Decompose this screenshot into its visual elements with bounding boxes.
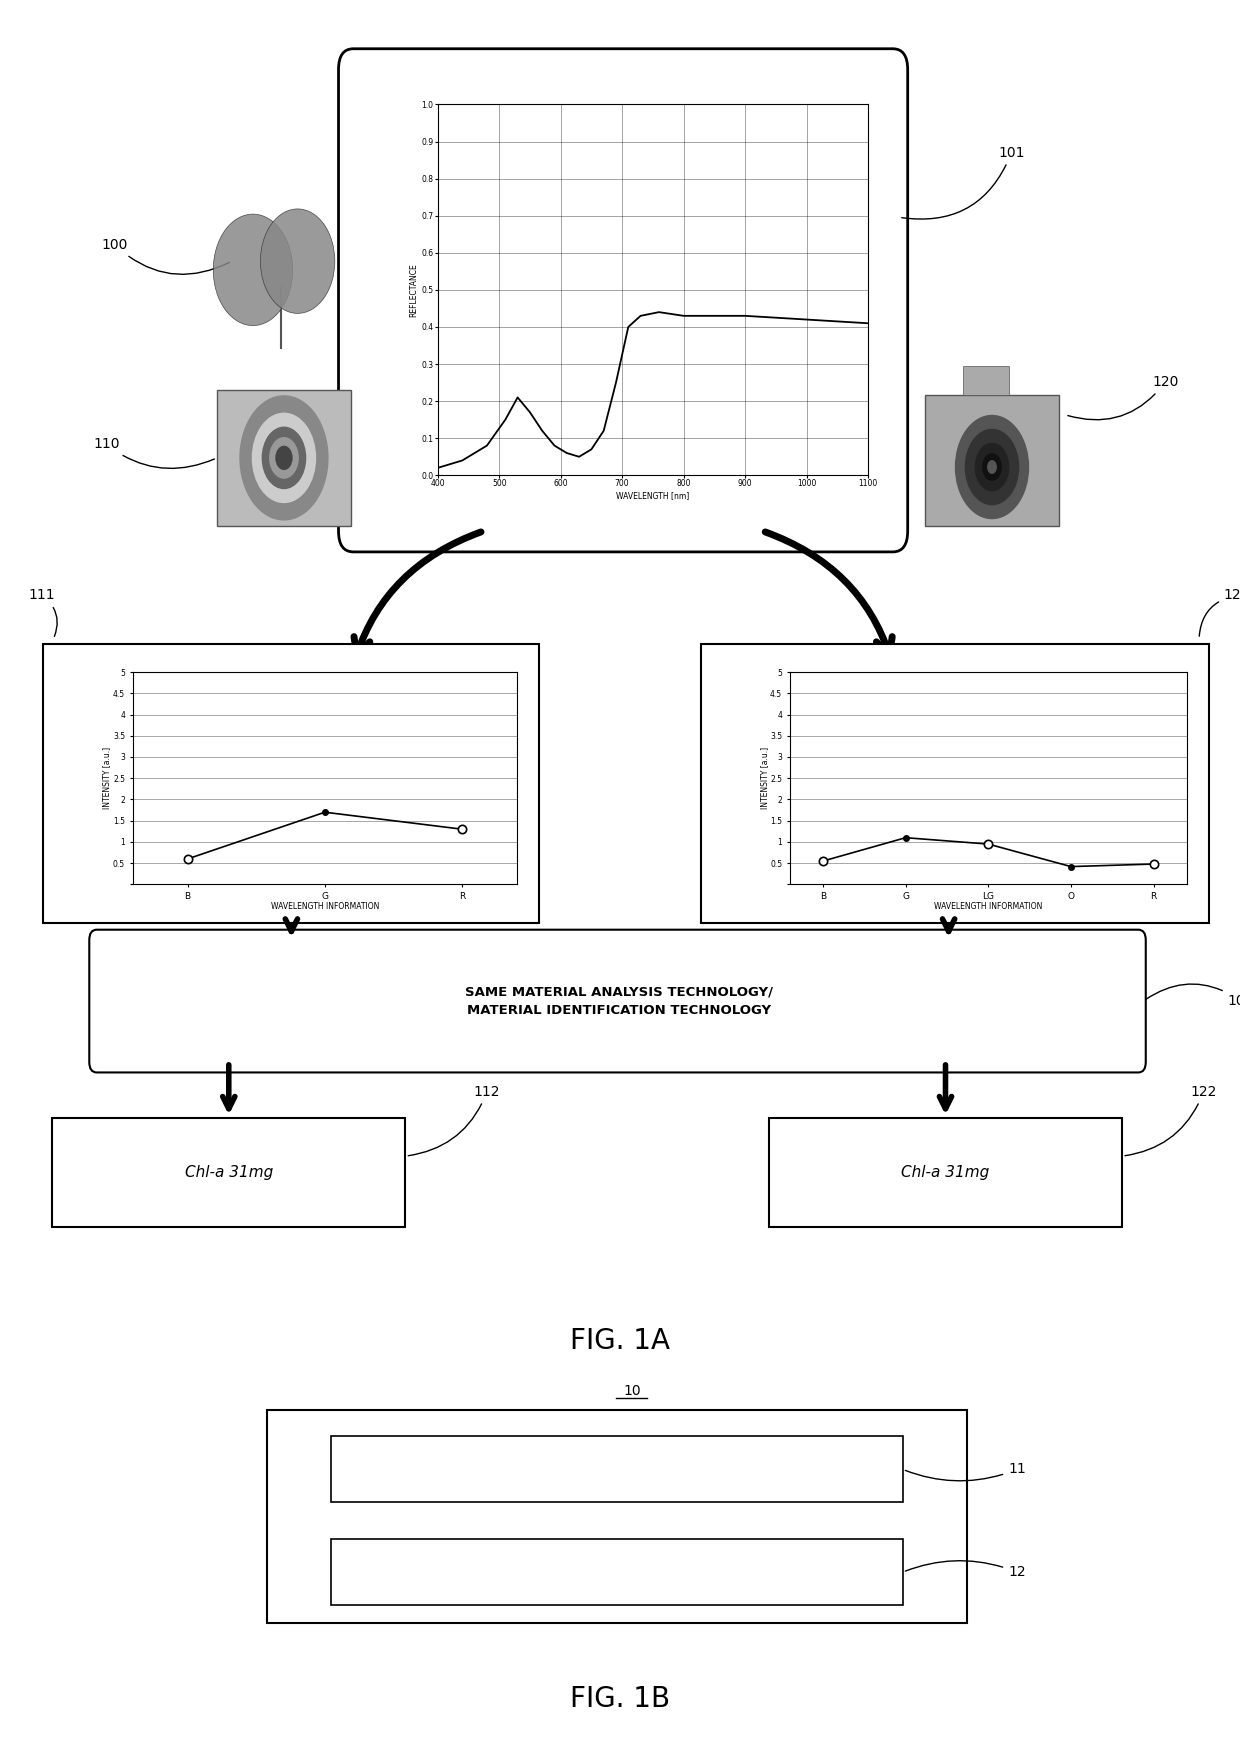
- Circle shape: [213, 214, 293, 326]
- Text: 100: 100: [102, 239, 229, 275]
- Y-axis label: INTENSITY [a.u.]: INTENSITY [a.u.]: [760, 747, 769, 810]
- Text: 102: 102: [1146, 984, 1240, 1008]
- X-axis label: WAVELENGTH INFORMATION: WAVELENGTH INFORMATION: [270, 902, 379, 912]
- Text: Chl-a 31mg: Chl-a 31mg: [901, 1165, 990, 1180]
- Text: 11: 11: [905, 1462, 1025, 1482]
- Text: ESTIMATOR: ESTIMATOR: [582, 1462, 652, 1476]
- Text: Chl-a 31mg: Chl-a 31mg: [185, 1165, 273, 1180]
- Text: PROCESSOR: PROCESSOR: [578, 1565, 656, 1579]
- X-axis label: WAVELENGTH INFORMATION: WAVELENGTH INFORMATION: [934, 902, 1043, 912]
- Circle shape: [975, 442, 1009, 491]
- Text: 110: 110: [93, 437, 215, 468]
- Y-axis label: INTENSITY [a.u.]: INTENSITY [a.u.]: [103, 747, 112, 810]
- Bar: [267, 1410, 967, 1623]
- Bar: [43, 644, 539, 923]
- Text: 10: 10: [624, 1384, 641, 1398]
- FancyBboxPatch shape: [925, 395, 1059, 526]
- FancyBboxPatch shape: [89, 930, 1146, 1072]
- Bar: [331, 1436, 903, 1502]
- Circle shape: [260, 209, 335, 313]
- Circle shape: [252, 413, 316, 503]
- Text: 101: 101: [901, 146, 1024, 219]
- Y-axis label: REFLECTANCE: REFLECTANCE: [409, 263, 419, 317]
- Circle shape: [275, 446, 293, 470]
- Circle shape: [982, 453, 1002, 481]
- FancyBboxPatch shape: [339, 49, 908, 552]
- Text: 112: 112: [408, 1085, 500, 1156]
- Text: 120: 120: [1068, 374, 1178, 420]
- Text: FIG. 1A: FIG. 1A: [570, 1327, 670, 1354]
- Bar: [769, 1118, 1122, 1227]
- Text: 121: 121: [1199, 588, 1240, 635]
- Text: SAME MATERIAL ANALYSIS TECHNOLOGY/
MATERIAL IDENTIFICATION TECHNOLOGY: SAME MATERIAL ANALYSIS TECHNOLOGY/ MATER…: [465, 985, 773, 1017]
- Bar: [52, 1118, 405, 1227]
- Circle shape: [955, 414, 1029, 519]
- FancyBboxPatch shape: [217, 390, 351, 526]
- Circle shape: [239, 395, 329, 521]
- Text: FIG. 1B: FIG. 1B: [570, 1685, 670, 1713]
- Circle shape: [269, 437, 299, 479]
- Bar: [701, 644, 1209, 923]
- Text: 122: 122: [1125, 1085, 1216, 1156]
- Circle shape: [965, 428, 1019, 505]
- Text: 12: 12: [905, 1560, 1025, 1579]
- Text: 111: 111: [29, 588, 57, 637]
- X-axis label: WAVELENGTH [nm]: WAVELENGTH [nm]: [616, 491, 689, 500]
- Circle shape: [987, 460, 997, 474]
- Circle shape: [262, 427, 306, 489]
- Bar: [962, 367, 1009, 395]
- Bar: [331, 1539, 903, 1605]
